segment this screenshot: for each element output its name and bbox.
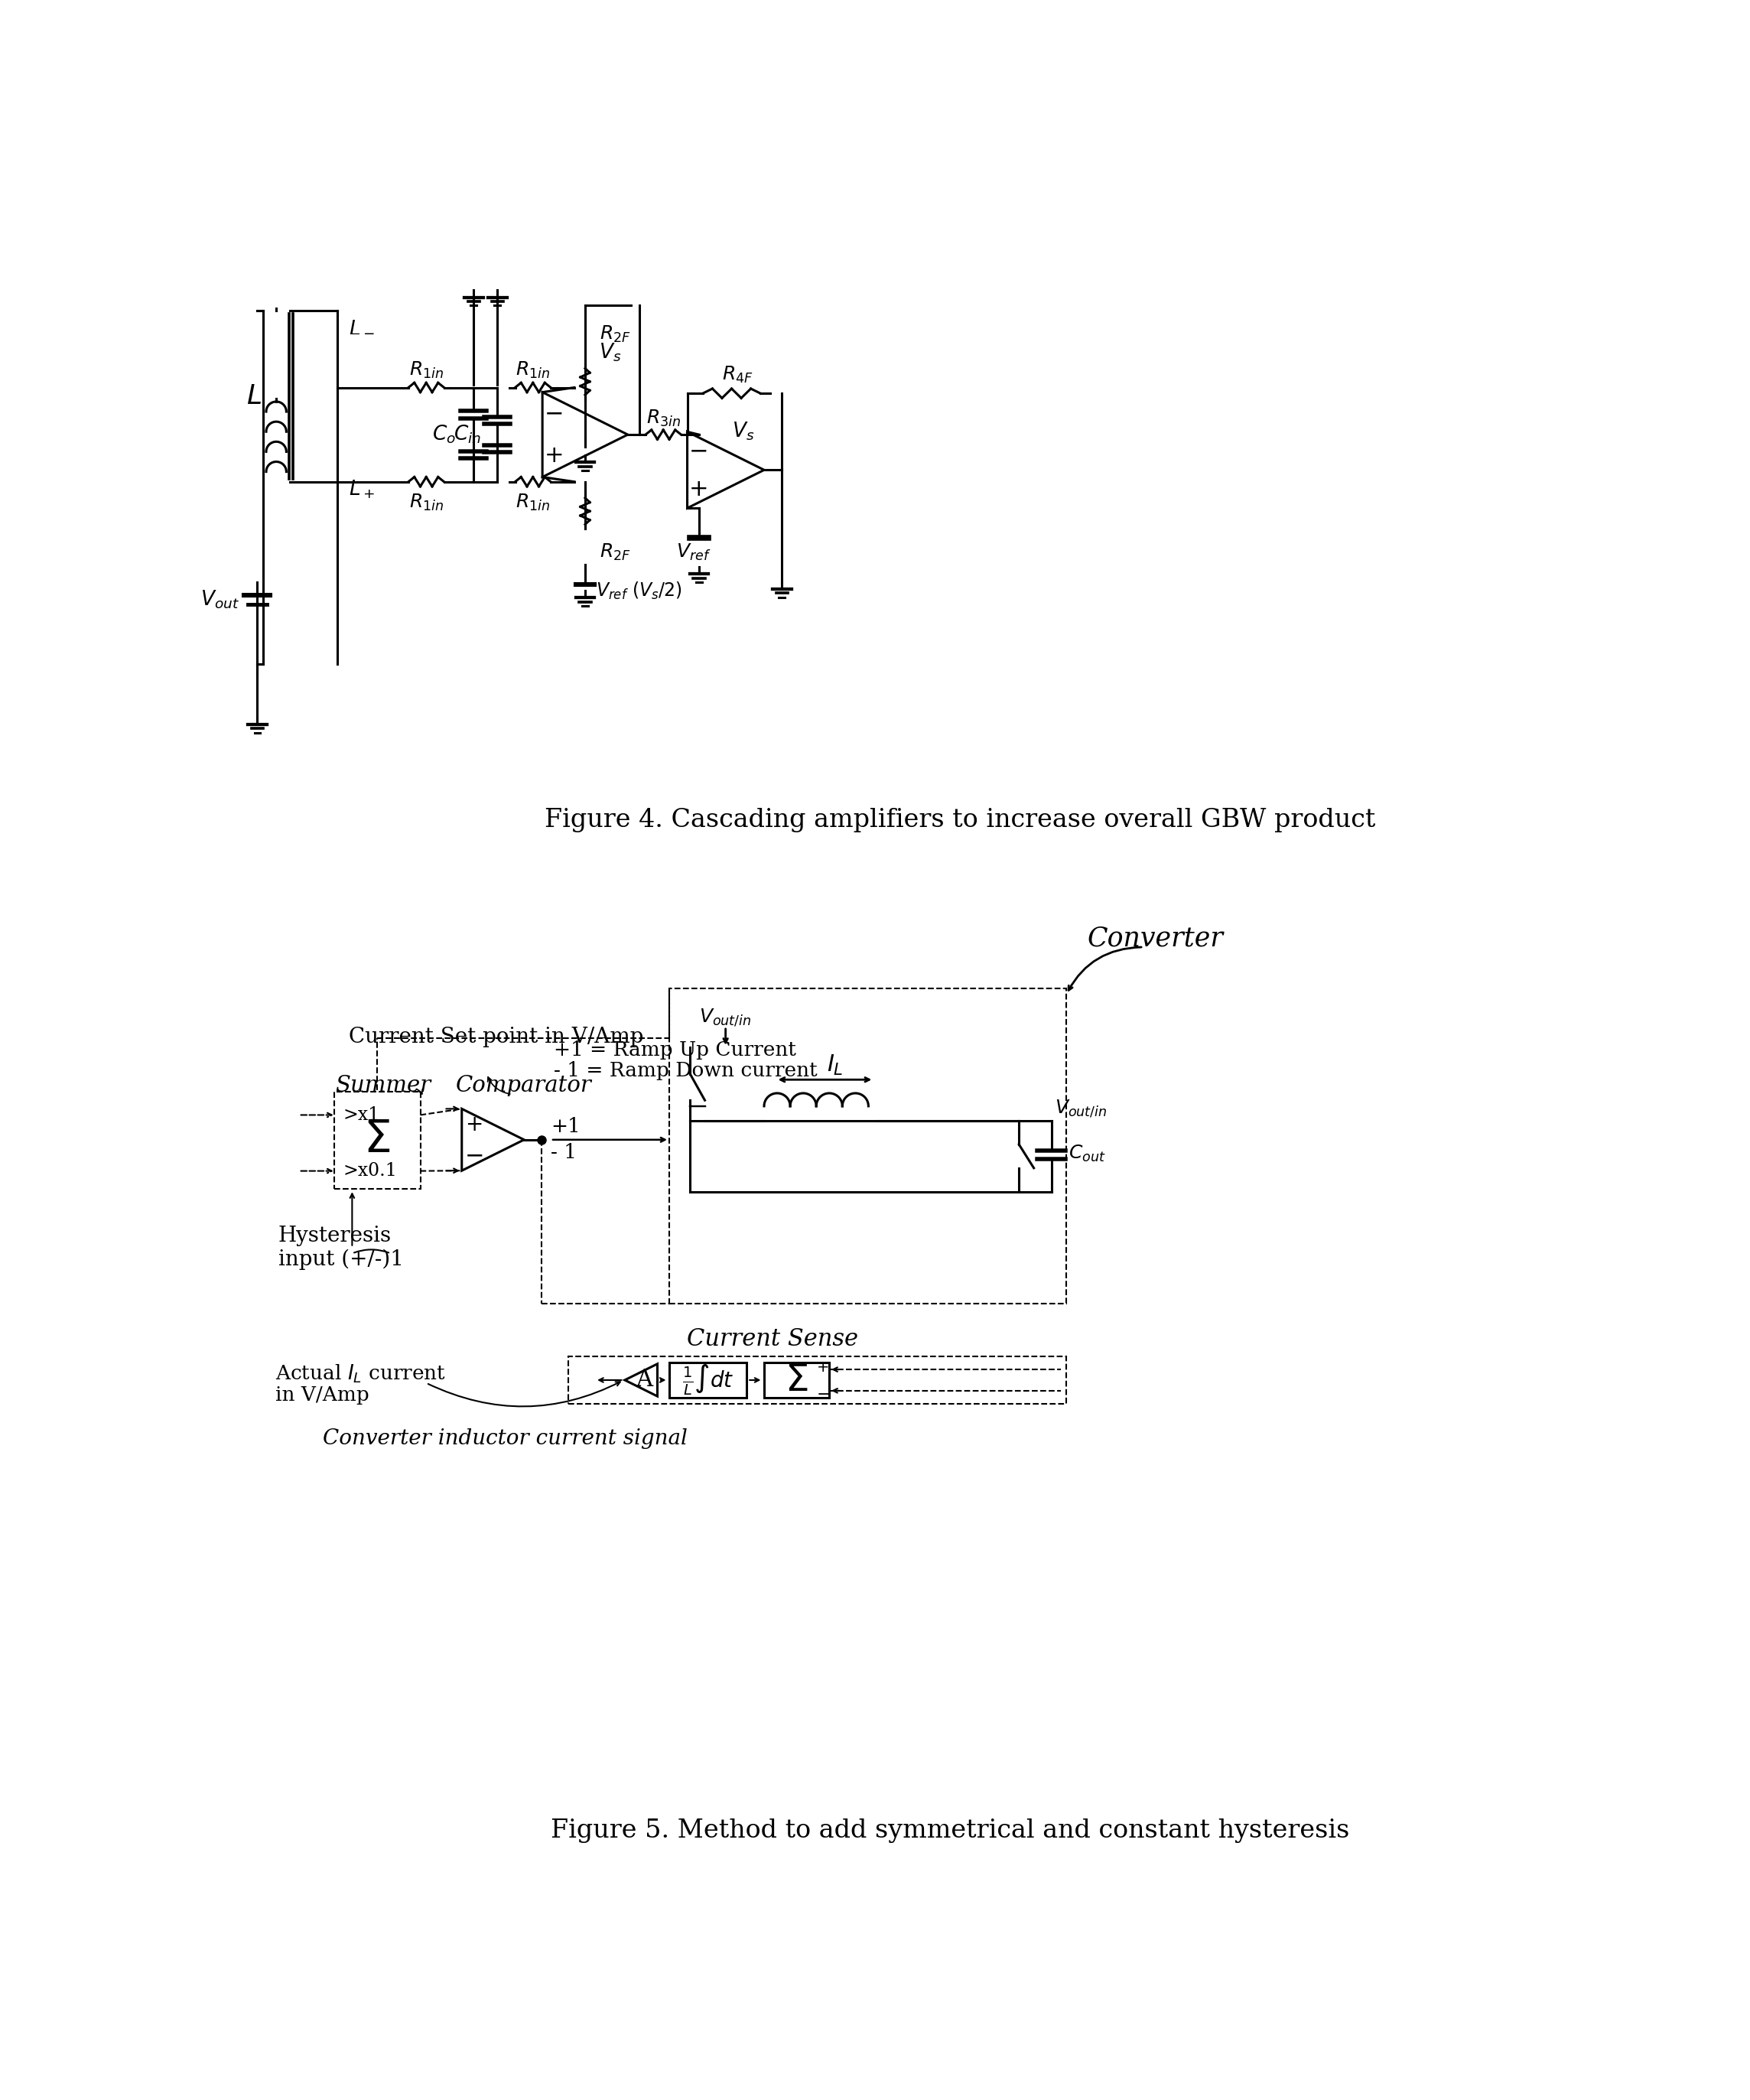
Text: $R_{1in}$: $R_{1in}$ xyxy=(516,359,550,380)
Text: $\Sigma$: $\Sigma$ xyxy=(364,1117,390,1161)
Text: $R_{2F}$: $R_{2F}$ xyxy=(600,542,632,563)
Text: +1 = Ramp Up Current: +1 = Ramp Up Current xyxy=(553,1042,796,1060)
Text: >x0.1: >x0.1 xyxy=(343,1161,397,1180)
Text: $V_{out/in}$: $V_{out/in}$ xyxy=(1055,1098,1108,1119)
Text: Converter: Converter xyxy=(1087,926,1223,951)
Bar xyxy=(668,989,1066,1304)
Text: - 1 = Ramp Down current: - 1 = Ramp Down current xyxy=(553,1060,817,1079)
Text: $+$: $+$ xyxy=(544,445,562,466)
Text: $+$: $+$ xyxy=(688,479,707,500)
Text: $R_{1in}$: $R_{1in}$ xyxy=(410,359,443,380)
Text: $V_s$: $V_s$ xyxy=(599,340,621,363)
Text: in V/Amp: in V/Amp xyxy=(275,1386,369,1405)
Text: $R_{1in}$: $R_{1in}$ xyxy=(410,491,443,512)
Text: $-$: $-$ xyxy=(690,439,707,462)
Text: $-$: $-$ xyxy=(817,1386,830,1401)
Text: $C_o$: $C_o$ xyxy=(432,424,455,445)
Text: Figure 4. Cascading amplifiers to increase overall GBW product: Figure 4. Cascading amplifiers to increa… xyxy=(544,808,1376,834)
Text: $R_{2F}$: $R_{2F}$ xyxy=(600,323,632,344)
Text: $V_s$: $V_s$ xyxy=(732,420,754,443)
Text: A: A xyxy=(635,1369,653,1392)
Text: $C_{out}$: $C_{out}$ xyxy=(1068,1142,1106,1163)
Text: input (+/-)1: input (+/-)1 xyxy=(278,1249,404,1270)
Text: Actual $I_L$ current: Actual $I_L$ current xyxy=(275,1363,446,1386)
Text: Figure 5. Method to add symmetrical and constant hysteresis: Figure 5. Method to add symmetrical and … xyxy=(551,1819,1349,1844)
Text: $L$: $L$ xyxy=(247,384,261,409)
Text: $R_{1in}$: $R_{1in}$ xyxy=(516,491,550,512)
Bar xyxy=(765,1363,830,1399)
Text: $V_{ref}$ ($V_s/2$): $V_{ref}$ ($V_s/2$) xyxy=(595,580,683,601)
Text: +1: +1 xyxy=(551,1117,581,1136)
Text: $V_{ref}$: $V_{ref}$ xyxy=(676,542,710,563)
Text: Current Sense: Current Sense xyxy=(688,1327,858,1350)
Text: $L_-$: $L_-$ xyxy=(350,317,374,336)
Text: $\frac{1}{L}\int dt$: $\frac{1}{L}\int dt$ xyxy=(683,1363,733,1396)
Text: $-$: $-$ xyxy=(464,1144,483,1166)
Text: - 1: - 1 xyxy=(551,1142,578,1161)
Text: $R_{4F}$: $R_{4F}$ xyxy=(721,365,753,384)
Text: Current Set point in V/Amp: Current Set point in V/Amp xyxy=(350,1027,644,1048)
Bar xyxy=(334,1092,420,1189)
Bar xyxy=(569,1357,1066,1403)
Text: Hysteresis: Hysteresis xyxy=(278,1226,392,1245)
Text: $-$: $-$ xyxy=(544,403,562,424)
Text: Comparator: Comparator xyxy=(455,1075,592,1096)
Text: +: + xyxy=(817,1361,830,1373)
Text: $R_{3in}$: $R_{3in}$ xyxy=(646,407,681,428)
Text: Summer: Summer xyxy=(334,1075,430,1096)
Text: >x1: >x1 xyxy=(343,1107,380,1124)
Text: $C_{in}$: $C_{in}$ xyxy=(453,424,481,445)
Text: $V_{out/in}$: $V_{out/in}$ xyxy=(700,1008,752,1029)
Text: $L_+$: $L_+$ xyxy=(350,479,374,500)
Text: $V_{out}$: $V_{out}$ xyxy=(201,588,240,611)
Bar xyxy=(668,1363,745,1399)
Text: $\Sigma$: $\Sigma$ xyxy=(786,1361,809,1399)
Text: $+$: $+$ xyxy=(466,1113,483,1134)
Text: $I_L$: $I_L$ xyxy=(828,1052,844,1077)
Text: Converter inductor current signal: Converter inductor current signal xyxy=(322,1428,688,1449)
